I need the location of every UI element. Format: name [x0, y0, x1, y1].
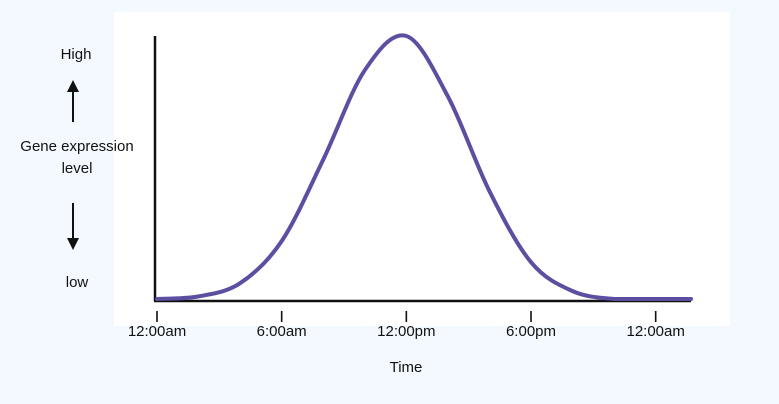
- expression-curve: [155, 33, 693, 301]
- chart-panel: [114, 12, 730, 326]
- x-tick-label: 6:00pm: [505, 323, 557, 340]
- x-tick-label: 12:00pm: [377, 323, 436, 340]
- y-axis-title: Gene expression level: [20, 138, 134, 177]
- y-axis-low-label: low: [65, 274, 89, 291]
- x-axis-title: Time: [389, 359, 423, 376]
- x-tick-label: 6:00am: [256, 323, 307, 340]
- x-tick-label: 12:00am: [626, 323, 685, 340]
- y-axis-high-label: High: [60, 46, 92, 63]
- x-tick-label: 12:00am: [127, 323, 187, 340]
